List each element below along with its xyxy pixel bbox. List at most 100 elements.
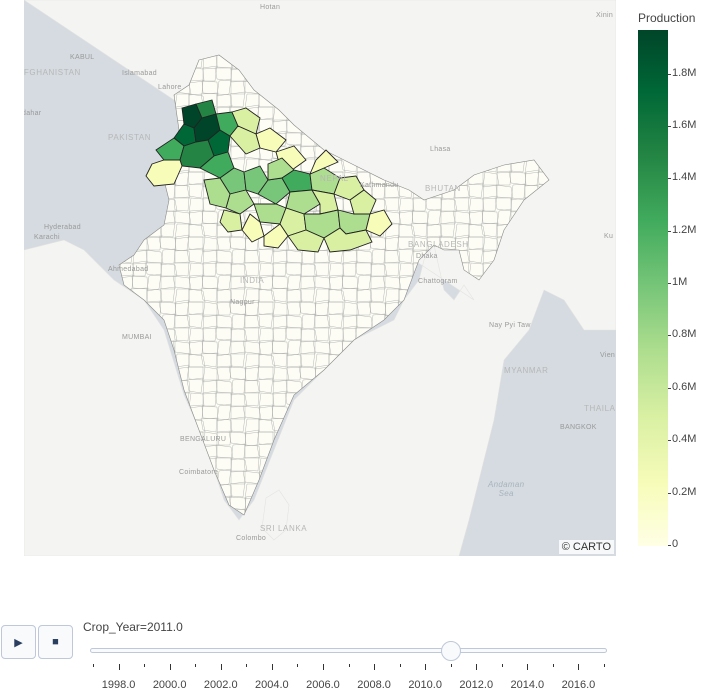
map-attribution[interactable]: © CARTO xyxy=(558,540,614,554)
district-cell xyxy=(202,325,218,342)
slider-tick-label[interactable]: 2000.0 xyxy=(152,679,187,691)
district-cell xyxy=(216,353,233,369)
slider-tick-label[interactable]: 2016.0 xyxy=(561,679,596,691)
district-cell xyxy=(440,197,458,213)
district-cell xyxy=(132,260,148,277)
district-cell xyxy=(202,260,218,277)
year-slider-handle[interactable] xyxy=(440,641,461,661)
slider-tick-label[interactable]: 2014.0 xyxy=(510,679,545,691)
district-cell xyxy=(286,353,303,369)
district-cell xyxy=(216,365,232,381)
district-polygon xyxy=(263,223,289,249)
district-cell xyxy=(173,196,190,212)
colorbar-tick-label: 1.8M xyxy=(667,66,697,79)
stop-button[interactable]: ■ xyxy=(38,625,73,659)
district-cell xyxy=(454,184,471,199)
district-cell xyxy=(187,171,204,186)
district-cell xyxy=(230,392,248,408)
colorbar-tick-label: 1.4M xyxy=(667,171,697,184)
district-cell xyxy=(160,275,176,290)
map-label-coimbatore: Coimbatore xyxy=(179,469,219,476)
map-label-kathmandu: Kathmandu xyxy=(360,182,399,189)
map-label-hyderabad: Hyderabad xyxy=(44,224,81,231)
slider-tick-label[interactable]: 2002.0 xyxy=(203,679,238,691)
slider-tick-label[interactable]: 2008.0 xyxy=(357,679,391,691)
district-cell xyxy=(173,326,190,342)
district-cell xyxy=(340,287,358,303)
map-label-bangladesh: BANGLADESH xyxy=(408,240,469,249)
district-cell xyxy=(384,249,401,264)
district-cell xyxy=(312,275,332,290)
district-cell xyxy=(216,403,232,422)
slider-tick-label[interactable]: 2004.0 xyxy=(255,679,289,691)
slider-tick-label[interactable]: 2012.0 xyxy=(459,679,494,691)
map-canvas[interactable] xyxy=(24,0,616,556)
district-cell xyxy=(173,261,190,277)
district-cell xyxy=(244,314,261,329)
district-cell xyxy=(270,287,288,303)
district-cell xyxy=(216,288,233,304)
colorbar-gradient xyxy=(638,30,668,546)
sri-lanka-land xyxy=(261,489,290,541)
slider-value: 2011.0 xyxy=(146,620,183,634)
district-cell xyxy=(186,182,204,199)
district-cell xyxy=(356,300,372,316)
district-cell xyxy=(312,340,332,355)
slider-tick xyxy=(450,664,452,667)
district-cell xyxy=(174,184,191,199)
slider-tick-label[interactable]: 2006.0 xyxy=(306,679,340,691)
map-label-bengaluru: BENGALURU xyxy=(180,436,227,443)
district-cell xyxy=(242,340,262,355)
district-cell xyxy=(326,312,344,329)
district-cell xyxy=(286,273,302,292)
district-polygon xyxy=(287,229,325,253)
district-cell xyxy=(286,288,303,304)
district-cell xyxy=(314,249,331,264)
district-cell xyxy=(200,417,218,433)
district-cell xyxy=(216,235,232,251)
district-cell xyxy=(299,351,316,368)
district-cell xyxy=(369,286,386,303)
slider-tick xyxy=(93,664,94,667)
district-cell xyxy=(300,327,318,343)
district-cell xyxy=(187,366,204,381)
district-polygon xyxy=(309,149,339,175)
choropleth-map[interactable]: Hotan Xinin KABUL AFGHANISTAN Islamabad Lahor… xyxy=(24,0,616,556)
district-cell xyxy=(396,247,414,264)
map-label-colombo: Colombo xyxy=(236,535,267,542)
play-icon: ▶ xyxy=(14,636,23,649)
district-polygon xyxy=(285,189,321,215)
district-cell xyxy=(257,106,274,121)
district-cell xyxy=(243,456,260,472)
district-cell xyxy=(146,273,162,292)
district-cell xyxy=(453,196,470,212)
district-cell xyxy=(200,92,218,108)
map-label-pakistan: PAKISTAN xyxy=(108,133,152,142)
slider-tick-label[interactable]: 1998.0 xyxy=(101,679,136,691)
play-button[interactable]: ▶ xyxy=(1,625,36,659)
year-slider-rail[interactable] xyxy=(90,648,607,653)
district-cell xyxy=(244,444,261,459)
district-cell xyxy=(200,352,218,368)
map-label-nagpur: Nagpur xyxy=(230,299,255,306)
district-cell xyxy=(466,247,484,264)
district-cell xyxy=(216,300,232,316)
district-cell xyxy=(256,247,274,264)
slider-tick xyxy=(425,664,427,670)
district-cell xyxy=(257,366,274,381)
district-cell xyxy=(383,261,400,277)
district-cell xyxy=(439,221,456,238)
colorbar-title: Production xyxy=(638,11,696,25)
district-cell xyxy=(200,287,218,303)
district-cell xyxy=(356,288,373,304)
district-cell xyxy=(174,314,191,329)
district-cell xyxy=(202,390,218,407)
slider-tick xyxy=(297,664,299,667)
slider-tick xyxy=(348,664,350,667)
district-cell xyxy=(243,326,260,342)
district-polygon xyxy=(231,107,261,135)
district-cell xyxy=(216,430,232,446)
district-cell xyxy=(313,326,330,342)
slider-tick-label[interactable]: 2010.0 xyxy=(408,679,442,691)
district-cell xyxy=(187,301,204,316)
